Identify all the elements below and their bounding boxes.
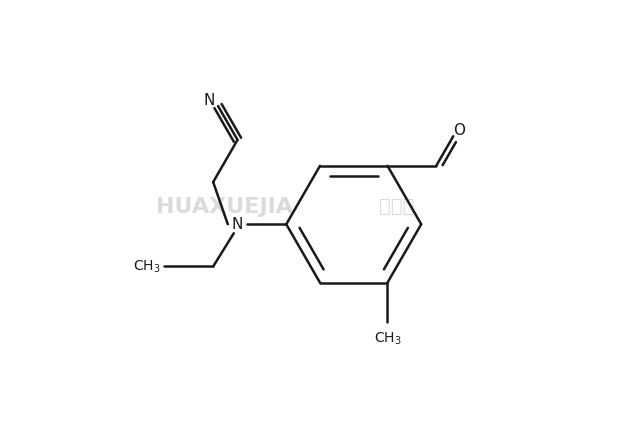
Text: 化学加: 化学加 [379,197,414,216]
Text: N: N [232,217,243,232]
Text: O: O [453,123,465,138]
Text: CH$_3$: CH$_3$ [374,331,401,347]
Text: CH$_3$: CH$_3$ [133,258,161,275]
Text: HUAXUEJIA: HUAXUEJIA [156,196,293,216]
Text: N: N [204,92,215,108]
